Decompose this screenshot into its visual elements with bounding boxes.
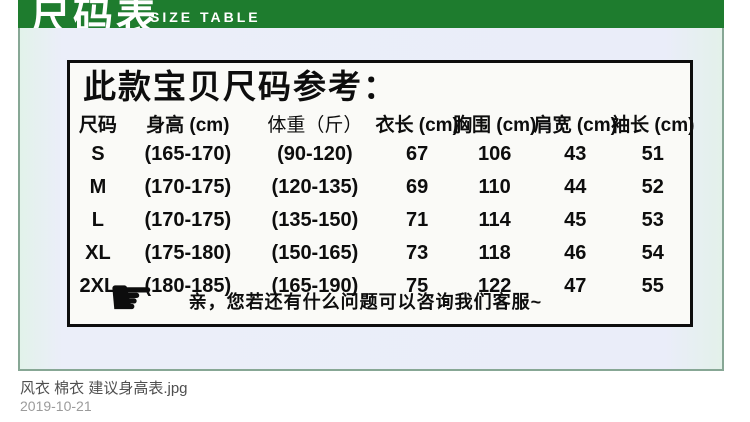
table-cell: 75 bbox=[406, 275, 429, 298]
table-cell: (135-150) bbox=[271, 209, 359, 232]
table-cell: L bbox=[91, 209, 104, 232]
col-header-size: 尺码 bbox=[78, 115, 117, 137]
table-cell: 45 bbox=[564, 209, 587, 232]
table-cell: (120-135) bbox=[271, 176, 359, 199]
file-date: 2019-10-21 bbox=[20, 398, 92, 414]
table-cell: 71 bbox=[406, 209, 429, 232]
table-cell: 53 bbox=[641, 209, 664, 232]
table-cell: (170-175) bbox=[144, 209, 232, 232]
size-chart-image[interactable]: 尺码表 SIZE TABLE 此款宝贝尺码参考： 尺码 身高 (cm) 体重（斤… bbox=[18, 0, 724, 371]
col-header-shoulder: 肩宽 (cm) bbox=[533, 115, 617, 137]
col-header-sleeve: 袖长 (cm) bbox=[611, 115, 695, 137]
col-header-length: 衣长 (cm) bbox=[375, 115, 459, 137]
service-note-text: 亲，您若还有什么问题可以咨询我们客服~ bbox=[188, 292, 543, 312]
table-cell: 44 bbox=[564, 176, 587, 199]
table-cell: 55 bbox=[641, 275, 664, 298]
table-cell: 118 bbox=[478, 242, 511, 265]
table-cell: XL bbox=[85, 242, 111, 265]
table-cell: 106 bbox=[477, 143, 512, 166]
table-cell: 54 bbox=[641, 242, 664, 265]
table-title: 此款宝贝尺码参考： bbox=[83, 68, 398, 105]
banner-title-en: SIZE TABLE bbox=[150, 9, 261, 25]
table-cell: M bbox=[89, 176, 107, 199]
table-cell: 47 bbox=[564, 275, 587, 298]
file-name[interactable]: 风衣 棉衣 建议身高表.jpg bbox=[20, 380, 188, 397]
table-cell: 43 bbox=[564, 143, 587, 166]
table-cell: (150-165) bbox=[271, 242, 359, 265]
table-cell: (165-170) bbox=[144, 143, 232, 166]
table-cell: (180-185) bbox=[144, 275, 232, 298]
size-table-banner: 尺码表 SIZE TABLE bbox=[18, 0, 724, 28]
table-cell: (175-180) bbox=[144, 242, 232, 265]
col-header-chest: 胸围 (cm) bbox=[452, 115, 537, 137]
table-cell: 69 bbox=[406, 176, 429, 199]
table-cell: 114 bbox=[478, 209, 511, 232]
size-table-grid: 尺码 身高 (cm) 体重（斤） 衣长 (cm) 胸围 (cm) 肩宽 (cm)… bbox=[70, 109, 695, 303]
table-cell: 2XL bbox=[79, 275, 117, 298]
size-reference-table: 此款宝贝尺码参考： 尺码 身高 (cm) 体重（斤） 衣长 (cm) 胸围 (c… bbox=[67, 60, 695, 327]
table-cell: 46 bbox=[564, 242, 587, 265]
table-cell: 67 bbox=[406, 143, 429, 166]
table-cell: 122 bbox=[477, 275, 512, 298]
service-note: ☛ 亲，您若还有什么问题可以咨询我们客服~ bbox=[108, 278, 678, 324]
table-cell: S bbox=[91, 143, 105, 166]
table-cell: 52 bbox=[641, 176, 664, 199]
table-cell: (90-120) bbox=[277, 143, 353, 166]
banner-title-cn: 尺码表 bbox=[30, 0, 159, 28]
col-header-weight: 体重（斤） bbox=[267, 114, 363, 137]
table-cell: 51 bbox=[641, 143, 664, 166]
pointing-hand-icon: ☛ bbox=[108, 278, 155, 324]
table-cell: 73 bbox=[406, 242, 429, 265]
col-header-height: 身高 (cm) bbox=[146, 115, 230, 137]
table-cell: 110 bbox=[478, 176, 511, 199]
table-cell: (170-175) bbox=[144, 176, 232, 199]
table-cell: (165-190) bbox=[271, 275, 359, 298]
